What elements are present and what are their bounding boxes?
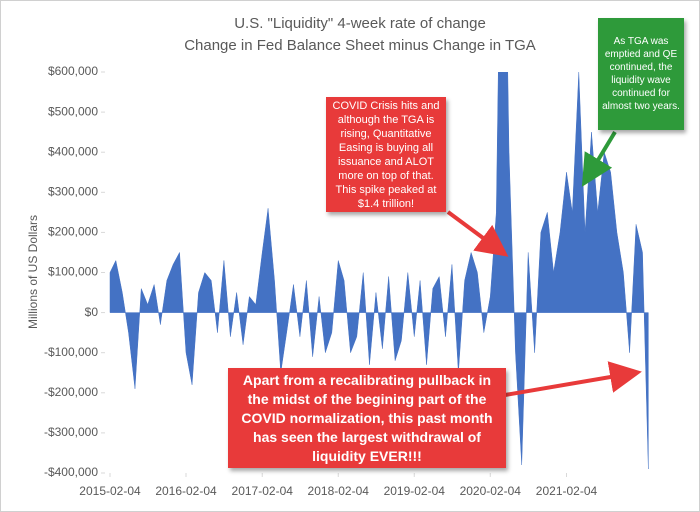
arrow: [504, 361, 642, 397]
annotation: Apart from a recalibrating pullback in t…: [228, 368, 506, 468]
arrow: [446, 210, 509, 257]
y-tick-label: $200,000: [48, 225, 98, 239]
y-tick-label: -$200,000: [44, 385, 98, 399]
y-tick-label: -$100,000: [44, 345, 98, 359]
y-tick-label: $400,000: [48, 144, 98, 158]
x-tick-label: 2020-02-04: [460, 484, 522, 498]
area: [109, 72, 649, 469]
y-tick-label: $100,000: [48, 265, 98, 279]
y-axis-label: Millions of US Dollars: [26, 215, 40, 329]
annotation: As TGA was emptied and QE continued, the…: [598, 18, 684, 130]
annotation: COVID Crisis hits and although the TGA i…: [326, 97, 446, 212]
x-tick-label: 2018-02-04: [308, 484, 370, 498]
x-tick-label: 2021-02-04: [536, 484, 598, 498]
x-tick-label: 2019-02-04: [384, 484, 446, 498]
y-tick-label: -$400,000: [44, 465, 98, 479]
x-tick-label: 2015-02-04: [79, 484, 141, 498]
y-tick-label: $500,000: [48, 104, 98, 118]
chart-subtitle: Change in Fed Balance Sheet minus Change…: [184, 37, 536, 54]
y-tick-label: $300,000: [48, 184, 98, 198]
arrow: [581, 130, 617, 187]
y-tick-label: $600,000: [48, 64, 98, 78]
x-tick-label: 2016-02-04: [155, 484, 217, 498]
y-tick-label: $0: [85, 305, 99, 319]
y-tick-label: -$300,000: [44, 425, 98, 439]
chart-title: U.S. "Liquidity" 4-week rate of change: [234, 15, 486, 32]
x-tick-label: 2017-02-04: [232, 484, 294, 498]
plot-area: [109, 72, 649, 469]
